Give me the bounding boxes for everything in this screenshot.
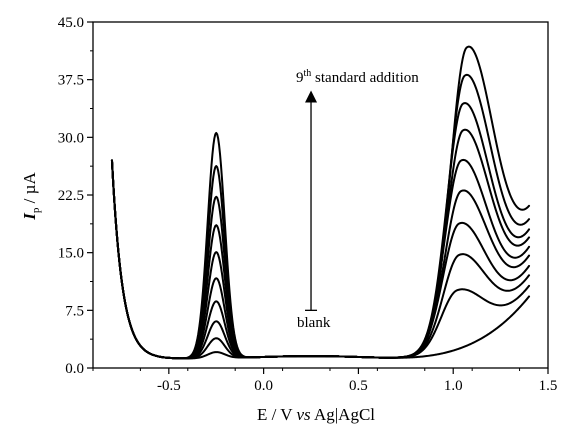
y-tick-label: 0.0 <box>65 361 84 377</box>
y-tick-label: 22.5 <box>58 188 84 204</box>
y-axis-title-subscript: p <box>30 207 42 213</box>
x-tick-label: 1.0 <box>444 378 463 394</box>
y-tick-label: 7.5 <box>65 303 84 319</box>
y-axis-title: Ip / µA <box>20 172 42 221</box>
series-line-9 <box>110 45 531 360</box>
x-axis-title-prefix: E / V <box>257 405 297 424</box>
x-tick-label: 0.0 <box>254 378 273 394</box>
arrow-head <box>305 90 318 103</box>
standard-addition-arrow <box>305 90 318 311</box>
annotation-bottom: blank <box>297 315 331 331</box>
annotation-top-number: 9 <box>296 70 304 86</box>
x-axis-title-suffix: Ag|AgCl <box>311 405 376 424</box>
y-tick-label: 30.0 <box>58 130 84 146</box>
x-axis-title: E / V vs Ag|AgCl <box>257 405 375 424</box>
y-axis-title-suffix: / µA <box>20 172 39 208</box>
y-tick-label: 37.5 <box>58 73 84 89</box>
y-tick-label: 45.0 <box>58 15 84 31</box>
y-tick-label: 15.0 <box>58 246 84 262</box>
x-tick-label: -0.5 <box>157 378 181 394</box>
x-tick-label: 1.5 <box>539 378 558 394</box>
annotation-top-text: standard addition <box>311 70 419 86</box>
annotation-top-superscript: th <box>304 68 312 79</box>
x-axis-title-italic: vs <box>297 405 312 424</box>
annotation-top: 9th standard addition <box>296 68 419 86</box>
y-axis-title-symbol: I <box>20 212 39 221</box>
x-tick-label: 0.5 <box>349 378 368 394</box>
